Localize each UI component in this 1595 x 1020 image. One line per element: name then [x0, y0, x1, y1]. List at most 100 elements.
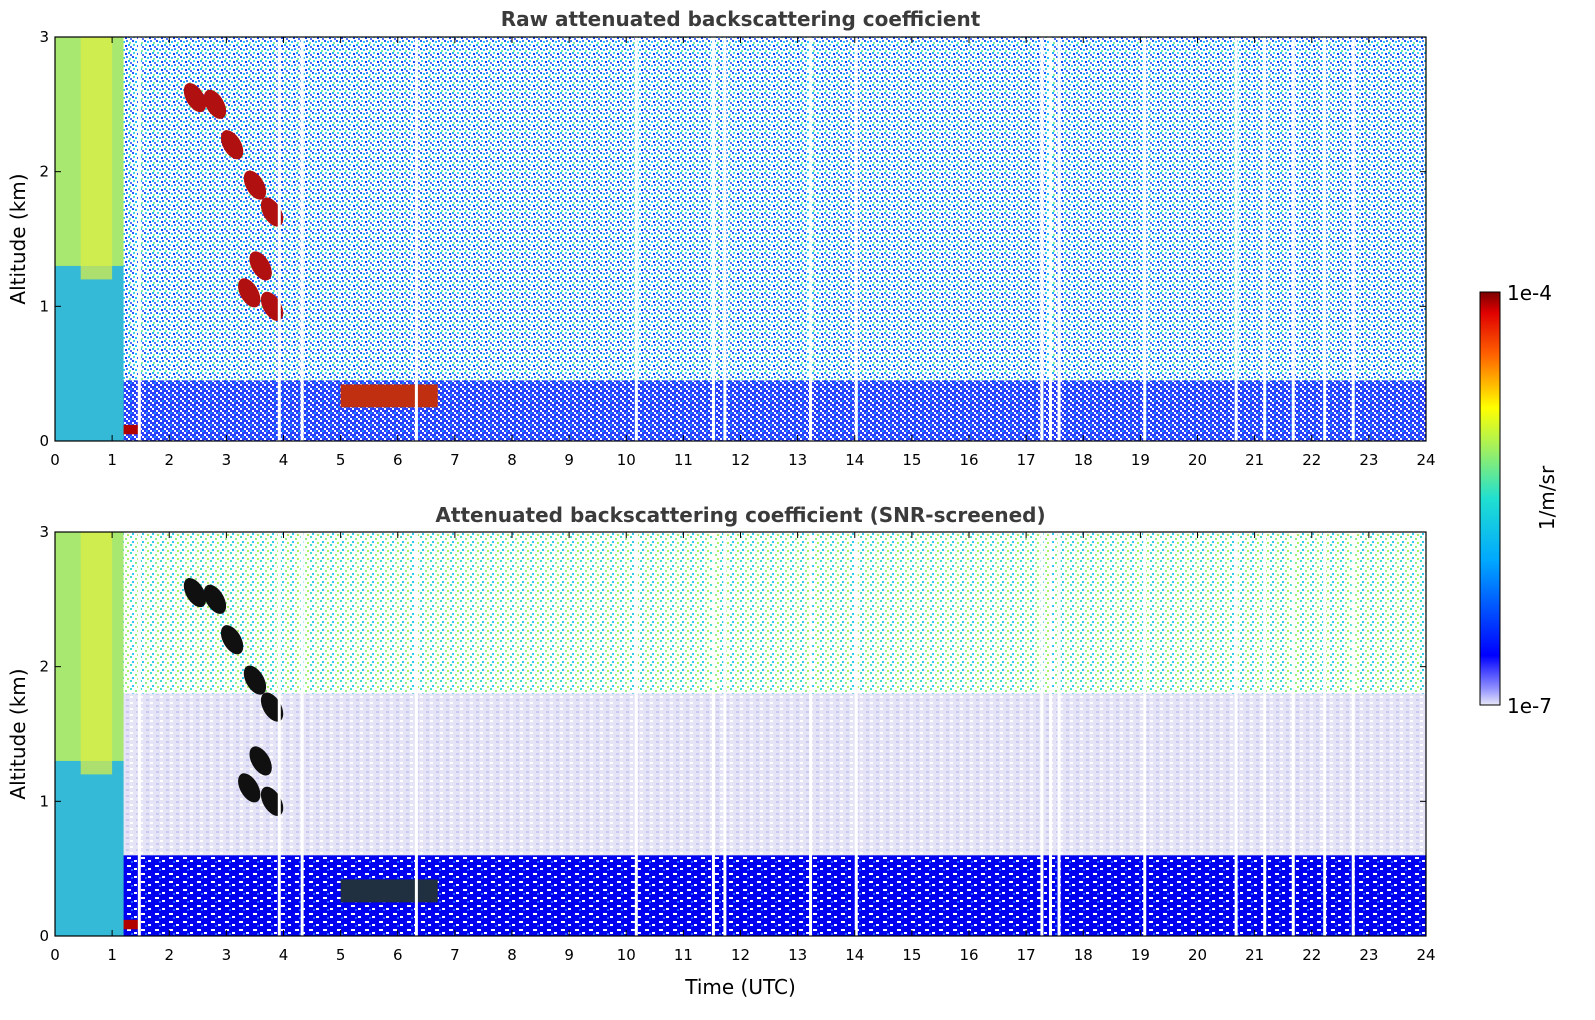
x-tick-label: 24 [1416, 451, 1435, 469]
x-tick-label: 12 [731, 946, 750, 964]
boundary-layer-cloud [340, 879, 438, 903]
colorbar-unit-label: 1/m/sr [1535, 465, 1559, 530]
data-gap [1143, 532, 1147, 936]
colorbar-max-label: 1e-4 [1507, 281, 1552, 305]
x-tick-label: 22 [1302, 451, 1321, 469]
x-tick-label: 3 [222, 946, 232, 964]
x-tick-label: 6 [393, 451, 403, 469]
cloud-streak-segment [183, 83, 207, 113]
x-tick-label: 18 [1074, 451, 1093, 469]
x-tick-label: 23 [1359, 946, 1378, 964]
data-gap [1351, 532, 1355, 936]
chart-title: Raw attenuated backscattering coefficien… [501, 7, 981, 31]
data-gap [1048, 532, 1052, 936]
cloud-streak-segment [203, 584, 227, 614]
y-tick-label: 1 [39, 297, 49, 315]
data-gap [723, 532, 727, 936]
x-tick-label: 8 [507, 451, 517, 469]
colorbar: 1e-4 1e-7 1/m/sr [1479, 281, 1559, 718]
x-tick-label: 15 [902, 946, 921, 964]
y-axis-label: Altitude (km) [6, 173, 30, 304]
panel-1: Raw attenuated backscattering coefficien… [6, 7, 1436, 469]
plot-background [55, 37, 1426, 441]
cloud-streak-segment [243, 170, 267, 200]
x-tick-label: 20 [1188, 451, 1207, 469]
data-gap [1263, 532, 1267, 936]
x-tick-label: 0 [50, 946, 60, 964]
data-gap [1057, 37, 1061, 441]
data-gap [711, 37, 715, 441]
y-tick-label: 3 [39, 28, 49, 46]
y-tick-label: 0 [39, 432, 49, 450]
cloud-streak-segment [183, 578, 207, 608]
precipitation-base [55, 265, 124, 441]
x-tick-label: 5 [336, 946, 346, 964]
x-tick-label: 13 [788, 451, 807, 469]
cloud-streak-segment [203, 89, 227, 119]
data-gap [711, 532, 715, 936]
x-tick-label: 4 [279, 946, 289, 964]
x-axis-label: Time (UTC) [684, 975, 796, 999]
precipitation-base [55, 760, 124, 936]
x-tick-label: 7 [450, 451, 460, 469]
x-tick-label: 4 [279, 451, 289, 469]
data-gap [809, 37, 813, 441]
data-gap [1291, 532, 1295, 936]
data-gap [634, 37, 638, 441]
x-tick-label: 17 [1017, 451, 1036, 469]
data-gap [1143, 37, 1147, 441]
x-tick-label: 23 [1359, 451, 1378, 469]
x-tick-label: 11 [674, 946, 693, 964]
x-tick-label: 2 [164, 946, 174, 964]
residual-layer [55, 693, 1426, 856]
cloud-streak-segment [260, 692, 284, 722]
x-tick-label: 10 [617, 451, 636, 469]
y-tick-label: 3 [39, 523, 49, 541]
panels: Raw attenuated backscattering coefficien… [6, 7, 1436, 999]
x-tick-label: 7 [450, 946, 460, 964]
x-tick-label: 5 [336, 451, 346, 469]
x-tick-label: 21 [1245, 451, 1264, 469]
data-gap [1234, 37, 1238, 441]
data-gap [854, 37, 858, 441]
cloud-streak-segment [249, 251, 272, 281]
colorbar-gradient [1479, 291, 1501, 706]
chart-title: Attenuated backscattering coefficient (S… [435, 503, 1045, 527]
data-gap [300, 37, 304, 441]
x-tick-label: 13 [788, 946, 807, 964]
x-tick-label: 15 [902, 451, 921, 469]
precipitation-core [80, 532, 113, 775]
y-tick-label: 0 [39, 927, 49, 945]
x-tick-label: 19 [1131, 451, 1150, 469]
x-tick-label: 19 [1131, 946, 1150, 964]
x-tick-label: 2 [164, 451, 174, 469]
precipitation-core [80, 37, 113, 280]
data-gap [1263, 37, 1267, 441]
data-gap [809, 532, 813, 936]
cloud-streak-segment [260, 197, 284, 227]
data-gap [1234, 532, 1238, 936]
near-surface-layer [55, 380, 1426, 441]
data-gap [1323, 532, 1327, 936]
data-gap [414, 532, 418, 936]
y-tick-label: 2 [39, 658, 49, 676]
data-gap [137, 37, 141, 441]
x-tick-label: 20 [1188, 946, 1207, 964]
boundary-layer [55, 855, 1426, 936]
data-gap [723, 37, 727, 441]
x-tick-label: 24 [1416, 946, 1435, 964]
data-gap [277, 37, 281, 441]
x-tick-label: 16 [959, 946, 978, 964]
x-tick-label: 1 [107, 946, 117, 964]
x-tick-label: 8 [507, 946, 517, 964]
cloud-streak-segment [243, 665, 267, 695]
data-gap [1040, 37, 1044, 441]
y-tick-label: 2 [39, 163, 49, 181]
data-gap [414, 37, 418, 441]
x-tick-label: 1 [107, 451, 117, 469]
x-tick-label: 3 [222, 451, 232, 469]
cloud-streak-segment [260, 786, 284, 816]
cloud-streak-segment [260, 291, 284, 321]
data-gap [634, 532, 638, 936]
